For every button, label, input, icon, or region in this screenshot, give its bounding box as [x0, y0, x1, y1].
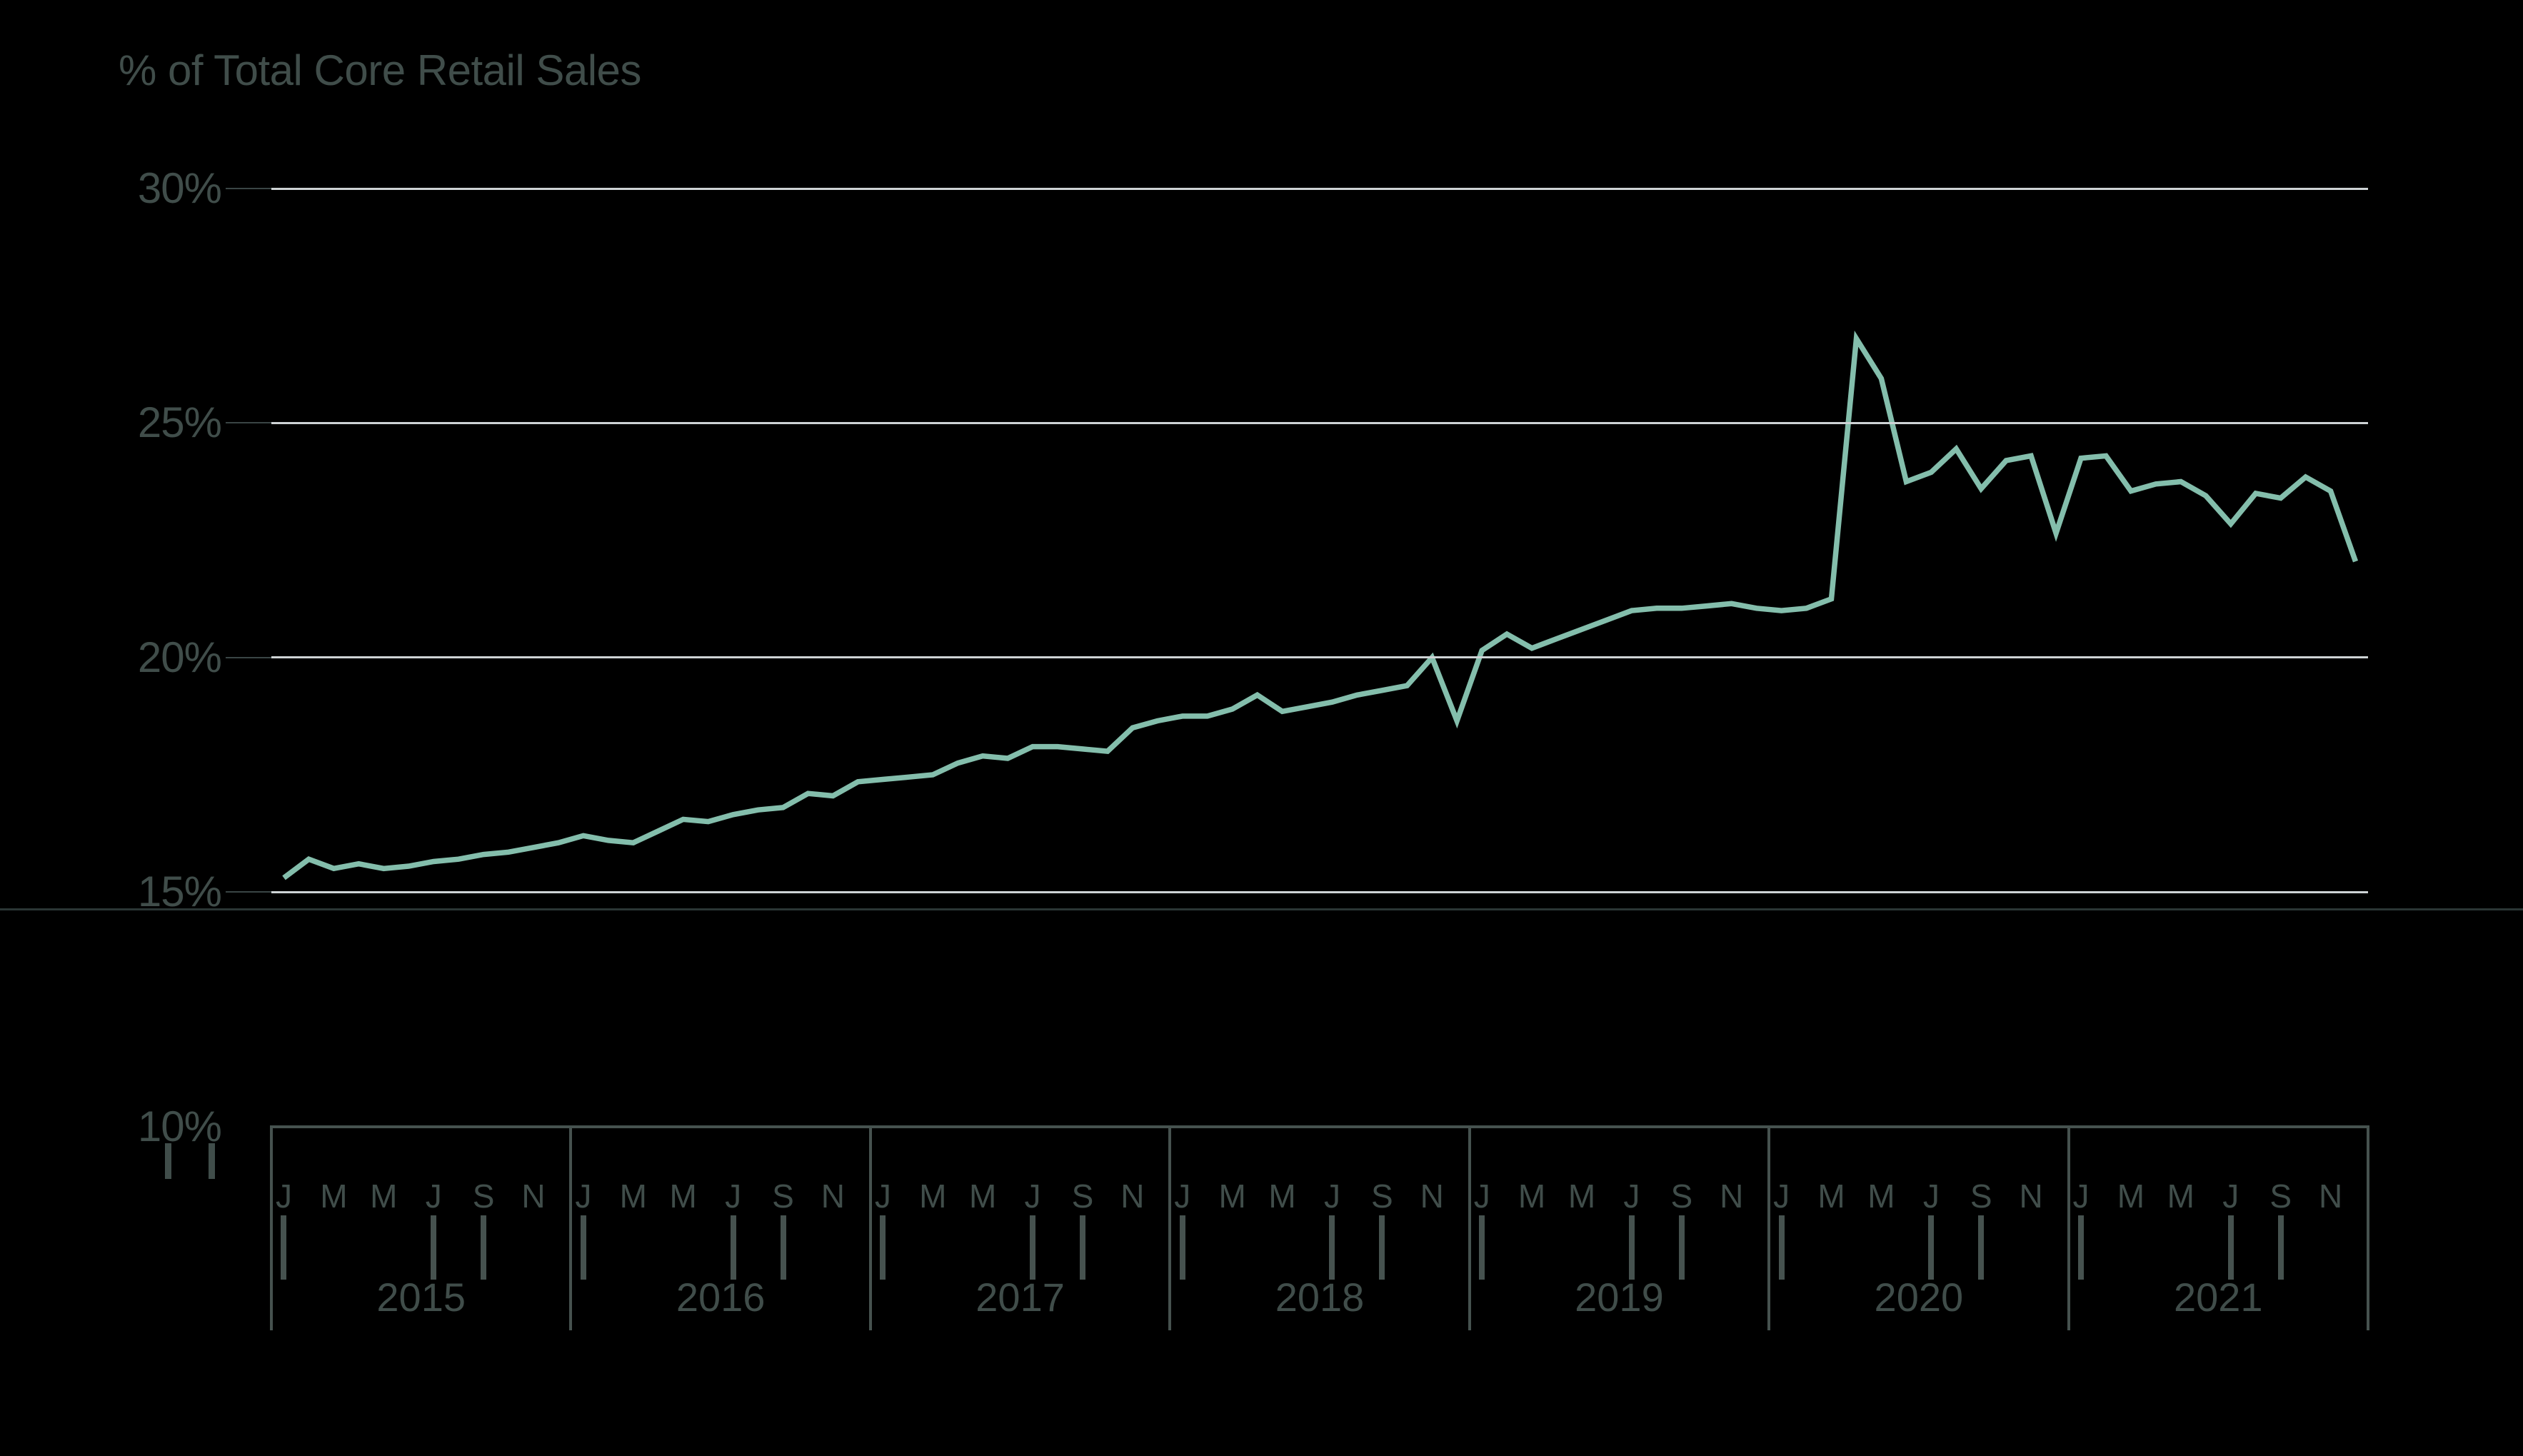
month-label-2015-6: J: [425, 1178, 442, 1215]
gridline-connector-25: [226, 422, 271, 424]
month-tick-2017-0: [880, 1215, 886, 1280]
month-label-2018-8: S: [1371, 1178, 1393, 1215]
axis-break-tick-1: [165, 1143, 171, 1179]
year-separator-1: [569, 1125, 573, 1330]
year-separator-7: [2367, 1125, 2369, 1330]
month-label-2015-2: M: [320, 1178, 348, 1215]
month-tick-2016-0: [580, 1215, 586, 1280]
month-label-2020-10: N: [2019, 1178, 2043, 1215]
month-label-2021-8: S: [2269, 1178, 2292, 1215]
year-label-2018: 2018: [1275, 1275, 1365, 1320]
year-label-2017: 2017: [975, 1275, 1065, 1320]
month-label-2016-10: N: [821, 1178, 846, 1215]
month-tick-2019-8: [1678, 1215, 1685, 1280]
year-separator-5: [1767, 1125, 1771, 1330]
chart-title: % of Total Core Retail Sales: [119, 46, 641, 94]
month-label-2018-4: M: [1268, 1178, 1296, 1215]
month-tick-2020-0: [1778, 1215, 1785, 1280]
year-label-2021: 2021: [2173, 1275, 2263, 1320]
gridline-connector-20: [226, 656, 271, 658]
month-label-2021-0: J: [2072, 1178, 2090, 1215]
year-separator-3: [1168, 1125, 1172, 1330]
series-line: [282, 330, 2359, 880]
month-tick-2016-8: [780, 1215, 786, 1280]
month-label-2019-8: S: [1670, 1178, 1693, 1215]
month-label-2017-6: J: [1024, 1178, 1041, 1215]
month-label-2018-6: J: [1323, 1178, 1340, 1215]
month-tick-2015-0: [281, 1215, 287, 1280]
month-label-2016-4: M: [669, 1178, 697, 1215]
year-label-2016: 2016: [676, 1275, 766, 1320]
gridline-connector-30: [226, 188, 271, 190]
month-tick-2017-6: [1030, 1215, 1036, 1280]
month-label-2017-4: M: [968, 1178, 997, 1215]
month-label-2016-6: J: [725, 1178, 742, 1215]
axis-break-tick-2: [209, 1143, 215, 1179]
month-label-2019-10: N: [1720, 1178, 1744, 1215]
month-label-2019-0: J: [1473, 1178, 1490, 1215]
year-label-2020: 2020: [1874, 1275, 1964, 1320]
month-label-2018-10: N: [1420, 1178, 1444, 1215]
month-label-2019-2: M: [1518, 1178, 1546, 1215]
month-tick-2021-8: [2277, 1215, 2284, 1280]
y-axis-label-10: 10%: [137, 1102, 222, 1150]
gridline-30: [271, 187, 2368, 190]
y-axis-label-25: 25%: [137, 398, 222, 447]
gridline-20: [271, 656, 2368, 659]
year-separator-6: [2067, 1125, 2070, 1330]
year-separator-0: [270, 1125, 273, 1330]
year-label-2015: 2015: [376, 1275, 466, 1320]
month-tick-2015-6: [431, 1215, 437, 1280]
gridline-25: [271, 421, 2368, 424]
month-label-2017-8: S: [1071, 1178, 1094, 1215]
month-tick-2015-8: [481, 1215, 487, 1280]
gridline-connector-15: [226, 891, 271, 893]
month-label-2020-0: J: [1773, 1178, 1790, 1215]
month-label-2021-10: N: [2318, 1178, 2343, 1215]
month-label-2019-6: J: [1623, 1178, 1640, 1215]
month-label-2021-2: M: [2117, 1178, 2145, 1215]
month-tick-2021-6: [2227, 1215, 2234, 1280]
y-axis-label-15: 15%: [137, 868, 222, 916]
month-label-2021-6: J: [2222, 1178, 2239, 1215]
month-label-2019-4: M: [1568, 1178, 1596, 1215]
year-label-2019: 2019: [1575, 1275, 1664, 1320]
month-tick-2018-8: [1379, 1215, 1385, 1280]
month-label-2018-2: M: [1218, 1178, 1246, 1215]
month-tick-2020-6: [1928, 1215, 1935, 1280]
month-tick-2018-6: [1329, 1215, 1335, 1280]
month-label-2016-8: S: [772, 1178, 794, 1215]
month-tick-2016-6: [730, 1215, 736, 1280]
month-label-2018-0: J: [1174, 1178, 1191, 1215]
x-axis-line: [270, 1125, 2369, 1128]
month-label-2020-8: S: [1970, 1178, 1992, 1215]
month-tick-2020-8: [1978, 1215, 1985, 1280]
month-label-2017-10: N: [1120, 1178, 1145, 1215]
gridline-15: [271, 890, 2368, 893]
month-label-2020-4: M: [1867, 1178, 1895, 1215]
page-divider: [0, 908, 2523, 910]
month-tick-2021-0: [2078, 1215, 2085, 1280]
month-tick-2018-0: [1179, 1215, 1185, 1280]
y-axis-label-30: 30%: [137, 164, 222, 213]
month-label-2017-0: J: [874, 1178, 891, 1215]
month-label-2015-0: J: [275, 1178, 292, 1215]
month-label-2017-2: M: [919, 1178, 947, 1215]
month-label-2015-8: S: [472, 1178, 495, 1215]
year-separator-2: [868, 1125, 872, 1330]
month-label-2021-4: M: [2167, 1178, 2195, 1215]
month-label-2020-2: M: [1817, 1178, 1845, 1215]
y-axis-label-20: 20%: [137, 633, 222, 681]
year-separator-4: [1468, 1125, 1471, 1330]
month-label-2015-10: N: [521, 1178, 546, 1215]
month-label-2015-4: M: [370, 1178, 398, 1215]
month-tick-2019-0: [1479, 1215, 1485, 1280]
month-tick-2017-8: [1079, 1215, 1085, 1280]
month-tick-2019-6: [1628, 1215, 1635, 1280]
month-label-2016-2: M: [619, 1178, 647, 1215]
month-label-2016-0: J: [575, 1178, 592, 1215]
month-label-2020-6: J: [1922, 1178, 1940, 1215]
